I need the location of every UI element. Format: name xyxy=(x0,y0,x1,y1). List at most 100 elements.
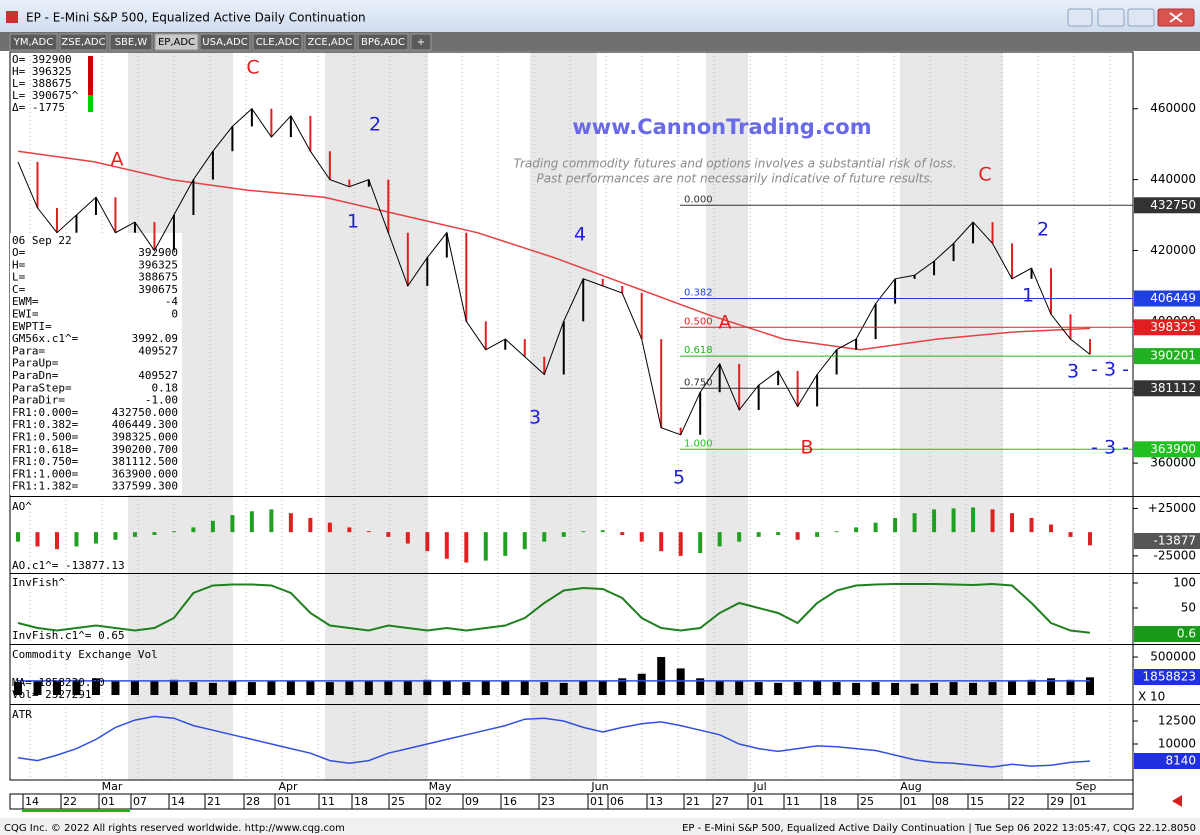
volume-bar xyxy=(150,680,159,696)
disclaimer: Past performances are not necessarily in… xyxy=(537,172,934,186)
ao-bar xyxy=(113,532,118,540)
minimize-button[interactable] xyxy=(1097,8,1125,27)
month-label: Aug xyxy=(900,780,921,793)
ao-bar xyxy=(191,527,196,533)
volume-bar xyxy=(111,680,120,696)
ao-bar xyxy=(327,522,332,533)
ao-bar xyxy=(581,531,586,533)
tab[interactable] xyxy=(59,33,108,51)
wave-label: A xyxy=(719,312,732,334)
ao-bar xyxy=(503,532,508,556)
quote-line: L= 388675 xyxy=(12,77,72,90)
ao-bar xyxy=(815,532,820,537)
wave-label: C xyxy=(246,57,259,79)
scale-note: X 10 xyxy=(1138,690,1165,704)
range-indicator xyxy=(88,95,93,112)
volume-bar xyxy=(1066,679,1075,696)
tab[interactable] xyxy=(410,33,432,51)
y-tick-label: -25000 xyxy=(1153,548,1196,562)
ao-bar xyxy=(425,532,430,552)
close-icon xyxy=(1169,12,1183,23)
period-band xyxy=(325,52,428,780)
date-label: 21 xyxy=(207,795,221,808)
info-label: FR1:0.382= xyxy=(12,418,79,431)
last-value: 432750 xyxy=(1150,198,1196,212)
volume-bar xyxy=(267,681,276,696)
scroll-arrow[interactable] xyxy=(1172,795,1182,807)
ao-bar xyxy=(854,527,859,533)
disclaimer: Trading commodity futures and options in… xyxy=(514,157,957,171)
ao-bar xyxy=(444,532,449,559)
info-value: 409527 xyxy=(138,344,178,357)
ao-bar xyxy=(873,522,878,533)
volume-bar xyxy=(813,681,822,696)
ao-bar xyxy=(912,513,917,533)
info-label: L= xyxy=(12,271,26,284)
ao-bar xyxy=(386,532,391,537)
info-value: 0 xyxy=(171,308,178,321)
ao-bar xyxy=(171,531,176,533)
volume-bar xyxy=(852,682,861,696)
maximize-button[interactable] xyxy=(1127,8,1155,27)
ao-bar xyxy=(600,530,605,533)
ao-bar xyxy=(776,532,781,535)
ao-bar xyxy=(932,509,937,533)
info-label: EWPTI= xyxy=(12,320,52,333)
last-value-box xyxy=(1134,533,1200,549)
volume-bar xyxy=(403,680,412,696)
quote-line: H= 396325 xyxy=(12,65,72,78)
info-value: 409527 xyxy=(138,369,178,382)
tab[interactable] xyxy=(109,33,153,51)
ao-bar xyxy=(1029,517,1034,533)
last-value-box xyxy=(1134,319,1200,336)
panel-label: AO^ xyxy=(12,500,32,513)
panel-readout: InvFish.c1^= 0.65 xyxy=(12,629,125,642)
info-value: 392900 xyxy=(138,246,178,259)
tab[interactable] xyxy=(304,33,356,51)
pin-button[interactable] xyxy=(1067,8,1093,27)
panel-readout: MA= 1858230.00 xyxy=(12,676,105,689)
volume-bar xyxy=(520,681,529,696)
scrollbar-thumb[interactable] xyxy=(22,809,130,812)
wave-label: - 3 - xyxy=(1091,437,1129,459)
date-label: 21 xyxy=(686,795,700,808)
wave-label: 3 xyxy=(529,407,541,429)
volume-bar xyxy=(1047,678,1056,696)
ao-bar xyxy=(35,532,40,547)
last-value-box xyxy=(1134,753,1200,769)
date-label: 29 xyxy=(1050,795,1064,808)
info-label: ParaUp= xyxy=(12,357,59,370)
date-label: 14 xyxy=(171,795,185,808)
ao-bar xyxy=(971,507,976,533)
volume-bar xyxy=(540,682,549,696)
date-label: 11 xyxy=(321,795,335,808)
tab[interactable] xyxy=(252,33,303,51)
tab[interactable] xyxy=(154,33,199,51)
panel-label: Commodity Exchange Vol xyxy=(12,648,158,661)
tab[interactable] xyxy=(199,33,251,51)
ao-bar xyxy=(1068,532,1073,537)
y-tick-label: 10000 xyxy=(1158,737,1196,751)
ao-bar xyxy=(74,532,79,547)
info-label: GM56x.c1^= xyxy=(12,332,79,345)
date-label: 18 xyxy=(823,795,837,808)
info-label: FR1:0.750= xyxy=(12,455,79,468)
info-value: 3992.09 xyxy=(132,332,178,345)
tab[interactable] xyxy=(9,33,58,51)
date-label: 23 xyxy=(541,795,555,808)
volume-bar xyxy=(930,682,939,696)
ao-bar xyxy=(737,532,742,542)
volume-bar xyxy=(988,682,997,696)
info-value: 432750.000 xyxy=(112,406,178,419)
ao-bar xyxy=(756,532,761,537)
month-label: Jul xyxy=(752,780,766,793)
date-label: 13 xyxy=(649,795,663,808)
y-tick-label: 500000 xyxy=(1150,650,1196,664)
tab[interactable] xyxy=(357,33,409,51)
y-tick-label: +25000 xyxy=(1148,501,1196,515)
info-value: -1.00 xyxy=(145,394,178,407)
volume-bar xyxy=(501,680,510,696)
date-label: 22 xyxy=(1011,795,1025,808)
fib-ratio: 0.618 xyxy=(684,345,713,356)
